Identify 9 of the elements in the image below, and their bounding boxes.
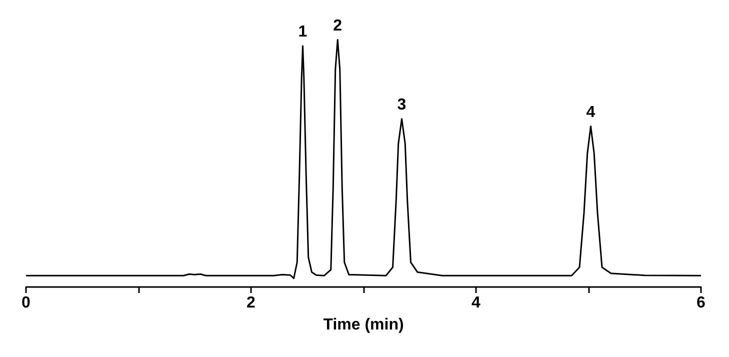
annotation: 4 [586, 104, 596, 121]
x-axis-title: Time (min) [323, 316, 404, 334]
x-tick-label: 0 [22, 294, 31, 312]
x-tick-label: 6 [696, 294, 706, 312]
annotation: 3 [397, 96, 406, 114]
x-tick-label: 4 [472, 294, 481, 312]
x-tick-label: 2 [246, 294, 256, 312]
annotation: 2 [333, 17, 342, 34]
annotation: 1 [298, 23, 308, 40]
